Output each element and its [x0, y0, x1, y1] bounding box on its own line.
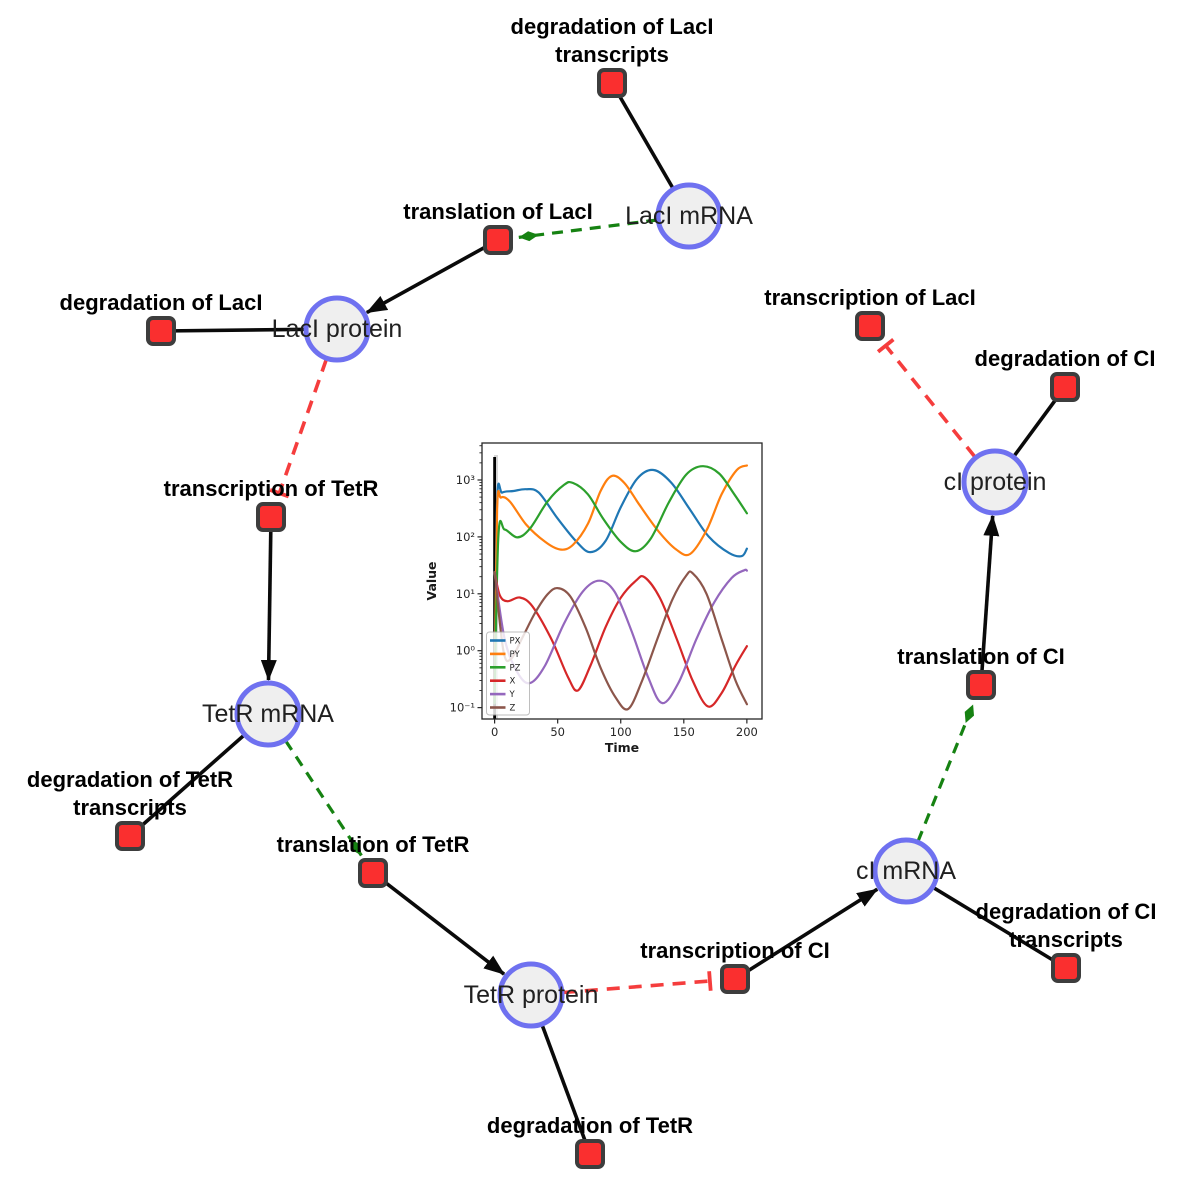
y-tick-label: 10⁰: [456, 644, 476, 658]
species-node-tetr_protein[interactable]: [497, 961, 565, 1029]
reaction-node-txn_ci[interactable]: [720, 964, 750, 994]
chart-series-PZ: [493, 465, 748, 705]
x-tick-label: 200: [736, 725, 758, 739]
species-node-ci_protein[interactable]: [961, 448, 1029, 516]
y-tick-label: 10²: [456, 530, 475, 544]
reaction-label-deg_ci_tx-line1: degradation of CI: [976, 899, 1157, 924]
reaction-label-deg_ci: degradation of CI: [975, 346, 1156, 371]
x-tick-label: 100: [610, 725, 632, 739]
x-axis-label: Time: [605, 740, 639, 755]
chart-series-X: [493, 571, 748, 708]
reaction-label-deg_ci_tx-line2: transcripts: [1009, 927, 1123, 952]
y-tick-label: 10³: [456, 473, 476, 487]
reaction-label-deg_tetr: degradation of TetR: [487, 1113, 693, 1138]
edge-modifier-ci_mrna-transl_ci: [916, 703, 975, 842]
edge-inhibition-laci_protein-txn_tetr: [269, 358, 329, 499]
edge-inhibition-tetr_protein-txn_ci: [562, 971, 713, 995]
reaction-node-transl_laci[interactable]: [483, 225, 513, 255]
labels-layer: degradation of LacI transcripts translatio…: [27, 14, 1157, 1138]
reaction-node-txn_laci[interactable]: [855, 311, 885, 341]
reaction-label-txn_ci: transcription of CI: [640, 938, 829, 963]
species-label-tetr_mrna: TetR mRNA: [202, 700, 334, 728]
edge-arrow-txn_tetr-tetr_mrna: [260, 529, 277, 681]
species-node-tetr_mrna[interactable]: [234, 680, 302, 748]
legend-label-PX: PX: [510, 637, 521, 647]
species-label-ci_mrna: cI mRNA: [856, 857, 956, 885]
edge-arrow-transl_laci-laci_protein: [365, 244, 488, 315]
legend-label-Y: Y: [509, 690, 516, 700]
reaction-node-transl_tetr[interactable]: [358, 858, 388, 888]
reaction-node-deg_tetr_tx[interactable]: [115, 821, 145, 851]
legend-box: [486, 631, 530, 716]
reaction-label-deg_laci: degradation of LacI: [60, 290, 263, 315]
reaction-label-deg_laci_tx-line2: transcripts: [555, 42, 669, 67]
x-tick-label: 50: [550, 725, 565, 739]
reaction-label-deg_laci_tx-line1: degradation of LacI: [511, 14, 714, 39]
chart-series-PX: [493, 468, 748, 705]
inset-chart: 0 50 100 150 20010⁻¹10⁰10¹10²10³TimeValuePXP…: [424, 434, 778, 764]
reaction-label-transl_ci: translation of CI: [897, 644, 1064, 669]
edge-modifier-tetr_mrna-transl_tetr: [284, 739, 363, 857]
reaction-node-deg_laci_tx[interactable]: [597, 68, 627, 98]
species-label-laci_mrna: LacI mRNA: [625, 202, 753, 230]
nodes-layer: [115, 68, 1081, 1169]
legend-label-X: X: [510, 677, 516, 687]
chart-series-PY: [493, 464, 748, 705]
species-node-laci_protein[interactable]: [303, 295, 371, 363]
y-tick-label: 10¹: [456, 587, 475, 601]
species-label-laci_protein: LacI protein: [272, 315, 403, 343]
reaction-label-transl_tetr: translation of TetR: [277, 832, 470, 857]
reaction-label-txn_tetr: transcription of TetR: [164, 476, 379, 501]
x-tick-label: 0: [491, 725, 498, 739]
reaction-node-txn_tetr[interactable]: [256, 502, 286, 532]
chart-spines: [481, 442, 763, 720]
reaction-node-deg_laci[interactable]: [146, 316, 176, 346]
x-tick-label: 150: [673, 725, 695, 739]
edge-modifier-laci_mrna-transl_laci: [518, 218, 658, 242]
reaction-label-deg_tetr_tx-line2: transcripts: [73, 795, 187, 820]
chart-curves: [493, 464, 748, 711]
reaction-node-deg_ci[interactable]: [1050, 372, 1080, 402]
edge-arrow-transl_tetr-tetr_protein: [382, 879, 506, 976]
y-tick-label: 10⁻¹: [450, 701, 475, 715]
chart-legend: PX PY PZ XYZ: [486, 631, 530, 716]
edge-arrow-transl_ci-ci_protein: [980, 514, 1000, 673]
legend-label-Z: Z: [510, 704, 516, 714]
reaction-label-deg_tetr_tx-line1: degradation of TetR: [27, 767, 233, 792]
legend-label-PZ: PZ: [510, 663, 521, 673]
edge-arrow-txn_ci-ci_mrna: [745, 887, 879, 974]
species-node-ci_mrna[interactable]: [872, 837, 940, 905]
reaction-node-transl_ci[interactable]: [966, 670, 996, 700]
species-label-tetr_protein: TetR protein: [464, 981, 599, 1009]
reaction-label-txn_laci: transcription of LacI: [764, 285, 975, 310]
species-node-laci_mrna[interactable]: [655, 182, 723, 250]
y-axis-label: Value: [424, 561, 439, 600]
edge-inhibition-ci_protein-txn_laci: [876, 338, 977, 459]
species-label-ci_protein: cI protein: [944, 468, 1047, 496]
legend-label-PY: PY: [510, 650, 521, 660]
reaction-label-transl_laci: translation of LacI: [403, 199, 592, 224]
reaction-node-deg_tetr[interactable]: [575, 1139, 605, 1169]
reaction-node-deg_ci_tx[interactable]: [1051, 953, 1081, 983]
